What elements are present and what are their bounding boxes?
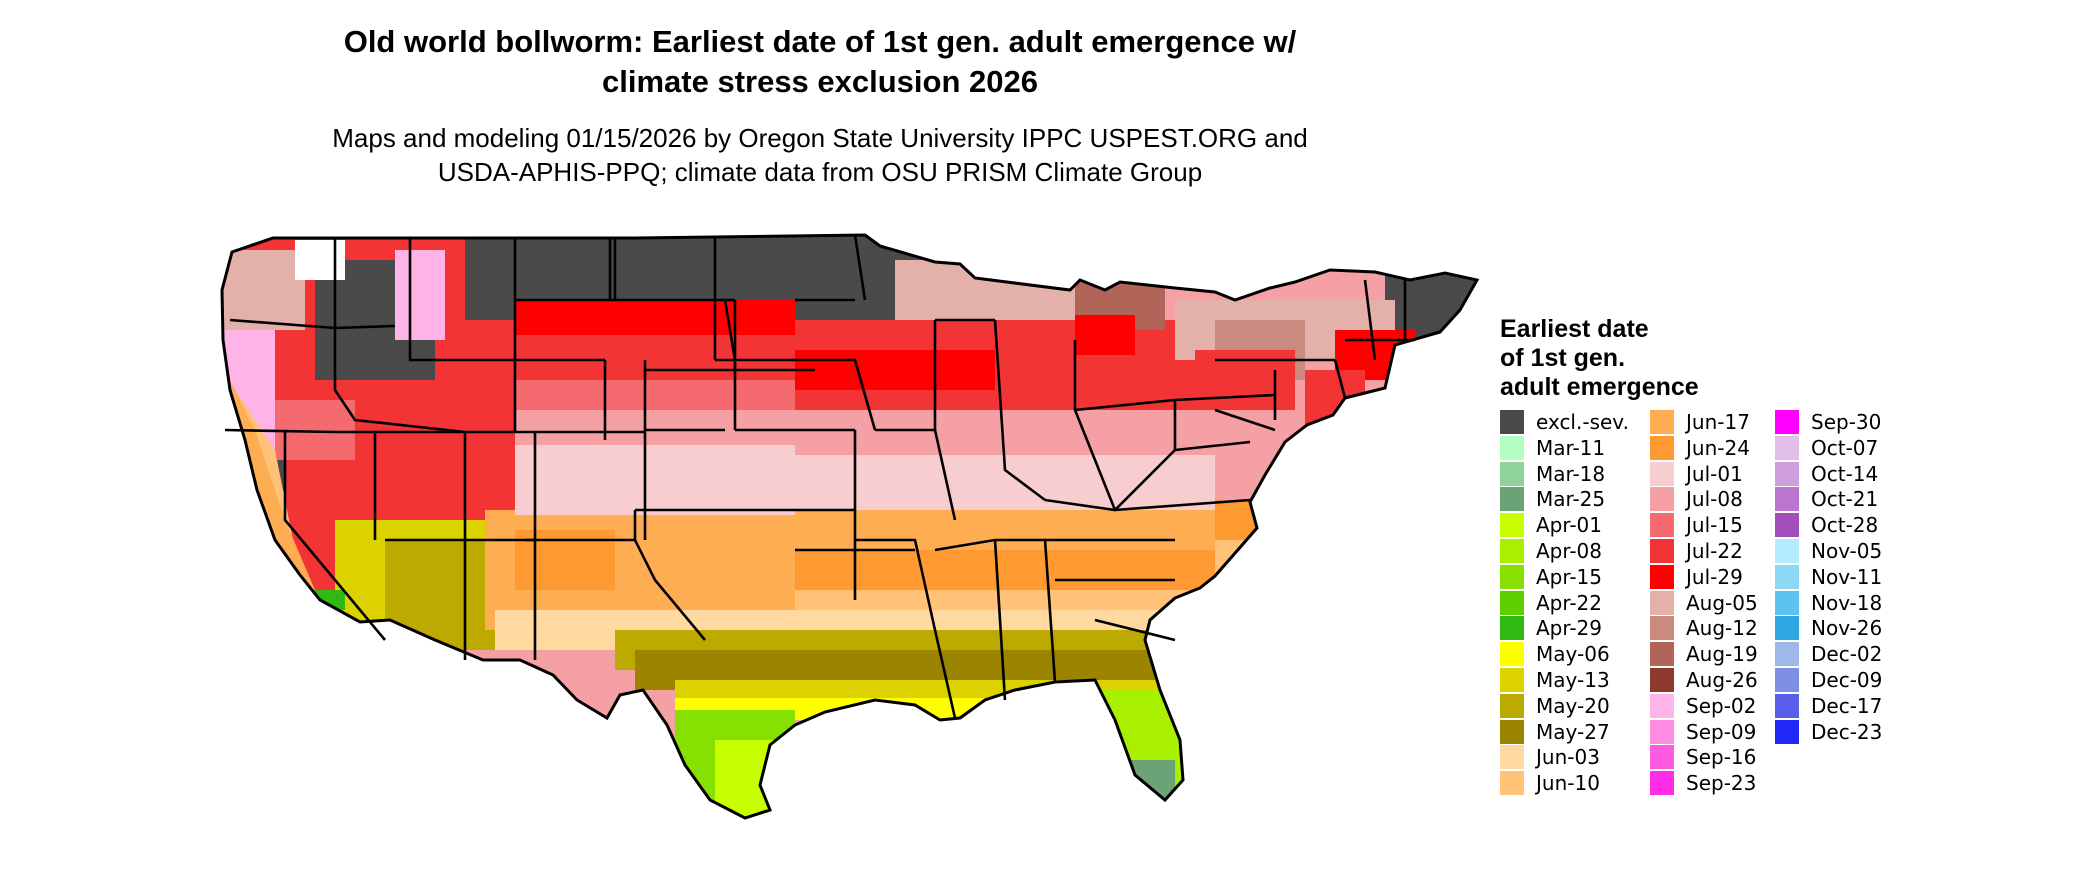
- legend-swatch: [1650, 745, 1674, 770]
- legend-label: Nov-26: [1811, 616, 1883, 641]
- legend-label: Sep-09: [1686, 719, 1757, 744]
- map-subtitle-line-2: USDA-APHIS-PPQ; climate data from OSU PR…: [437, 157, 1203, 187]
- legend-label: excl.-sev.: [1536, 410, 1629, 434]
- legend-label: Sep-30: [1811, 410, 1882, 434]
- legend-label: Jul-22: [1686, 538, 1743, 563]
- us-outline: [220, 233, 1480, 820]
- legend-swatch: [1500, 538, 1524, 563]
- legend-label: May-20: [1536, 693, 1610, 718]
- legend-swatch: [1775, 461, 1799, 486]
- legend-swatch: [1775, 616, 1799, 641]
- legend-title: Earliest date of 1st gen. adult emergenc…: [1500, 315, 1699, 402]
- map-title: Old world bollworm: Earliest date of 1st…: [240, 22, 1400, 102]
- state-boundaries: [224, 234, 1415, 719]
- legend-label: May-06: [1536, 642, 1610, 667]
- legend-swatch: [1775, 435, 1799, 460]
- legend-label: Sep-23: [1686, 771, 1757, 796]
- legend-label: Oct-07: [1811, 435, 1879, 460]
- legend-swatch: [1775, 693, 1799, 718]
- legend-swatch: [1650, 771, 1674, 796]
- legend-label: Jun-17: [1686, 410, 1750, 434]
- legend-label: Oct-14: [1811, 461, 1879, 486]
- legend-label: Oct-21: [1811, 487, 1879, 512]
- legend-swatch: [1775, 564, 1799, 589]
- legend-swatch: [1775, 410, 1799, 434]
- legend-swatch: [1500, 461, 1524, 486]
- legend-label: Jun-24: [1686, 435, 1750, 460]
- legend-swatch: [1500, 487, 1524, 512]
- legend-label: May-27: [1536, 719, 1610, 744]
- legend-label: Aug-19: [1686, 642, 1758, 667]
- legend-swatch: [1650, 693, 1674, 718]
- legend-swatch: [1775, 538, 1799, 563]
- us-emergence-map: [220, 233, 1480, 820]
- legend-label: Mar-25: [1536, 487, 1606, 512]
- map-subtitle-line-1: Maps and modeling 01/15/2026 by Oregon S…: [332, 123, 1308, 153]
- legend-swatch: [1650, 410, 1674, 434]
- legend-swatch: [1775, 667, 1799, 692]
- legend-swatch: [1500, 410, 1524, 434]
- legend-label: Nov-11: [1811, 564, 1883, 589]
- legend-swatch: [1650, 461, 1674, 486]
- legend-swatch: [1500, 667, 1524, 692]
- legend-swatch: [1775, 487, 1799, 512]
- legend-swatch: [1500, 693, 1524, 718]
- legend-label: Mar-11: [1536, 435, 1606, 460]
- legend-swatch: [1650, 487, 1674, 512]
- legend-label: Mar-18: [1536, 461, 1606, 486]
- legend-label: Aug-05: [1686, 590, 1758, 615]
- legend-label: Jul-01: [1686, 461, 1743, 486]
- legend-label: Nov-05: [1811, 538, 1883, 563]
- legend-label: Aug-12: [1686, 616, 1758, 641]
- legend-swatch: [1650, 513, 1674, 538]
- legend-label: Dec-17: [1811, 693, 1883, 718]
- legend-label: Dec-02: [1811, 642, 1883, 667]
- legend-title-line: Earliest date: [1500, 315, 1649, 343]
- legend-label: Apr-15: [1536, 564, 1602, 589]
- legend-label: Jul-08: [1686, 487, 1743, 512]
- legend-swatch: [1650, 642, 1674, 667]
- legend-swatch: [1500, 435, 1524, 460]
- legend-swatch: [1500, 719, 1524, 744]
- legend-swatch: [1650, 564, 1674, 589]
- legend-swatch: [1775, 513, 1799, 538]
- legend-label: Dec-23: [1811, 719, 1883, 744]
- legend-swatch: [1500, 513, 1524, 538]
- legend-label: Sep-16: [1686, 745, 1757, 770]
- map-title-line-1: Old world bollworm: Earliest date of 1st…: [343, 24, 1297, 59]
- legend-label: Sep-02: [1686, 693, 1757, 718]
- legend-label: Apr-08: [1536, 538, 1602, 563]
- legend-swatch: [1650, 616, 1674, 641]
- legend-label: Apr-29: [1536, 616, 1602, 641]
- legend-label: Dec-09: [1811, 667, 1883, 692]
- legend-swatch: [1500, 745, 1524, 770]
- legend-swatch: [1500, 771, 1524, 796]
- legend-swatch: [1650, 435, 1674, 460]
- legend-swatch: [1650, 719, 1674, 744]
- legend-swatch: [1650, 538, 1674, 563]
- legend-swatch: [1500, 616, 1524, 641]
- legend-title-line: adult emergence: [1500, 373, 1699, 401]
- legend-label: Aug-26: [1686, 667, 1758, 692]
- legend-swatch: [1775, 719, 1799, 744]
- map-subtitle: Maps and modeling 01/15/2026 by Oregon S…: [240, 121, 1400, 189]
- legend-swatch: [1650, 667, 1674, 692]
- legend-label: Oct-28: [1811, 513, 1879, 538]
- legend-label: Apr-22: [1536, 590, 1602, 615]
- legend-swatch: [1775, 642, 1799, 667]
- legend-title-line: of 1st gen.: [1500, 344, 1626, 372]
- legend-label: Apr-01: [1536, 513, 1602, 538]
- legend-label: Nov-18: [1811, 590, 1883, 615]
- legend-label: Jun-10: [1536, 771, 1600, 796]
- legend-swatch: [1500, 590, 1524, 615]
- legend-swatch: [1650, 590, 1674, 615]
- legend-label: May-13: [1536, 667, 1610, 692]
- legend-label: Jun-03: [1536, 745, 1600, 770]
- legend-swatch: [1500, 564, 1524, 589]
- legend-swatch: [1500, 642, 1524, 667]
- map-title-line-2: climate stress exclusion 2026: [602, 64, 1038, 99]
- legend-label: Jul-15: [1686, 513, 1743, 538]
- legend-label: Jul-29: [1686, 564, 1743, 589]
- legend-swatch: [1775, 590, 1799, 615]
